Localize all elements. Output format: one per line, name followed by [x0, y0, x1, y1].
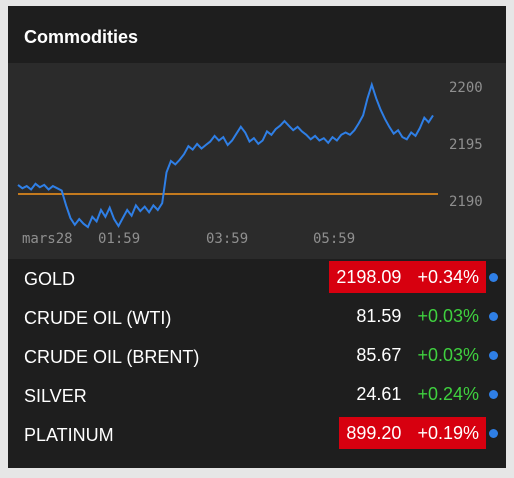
y-axis-ticks: 2190 2195 2200 — [449, 80, 483, 210]
commodity-price: 899.20 — [346, 422, 402, 443]
commodity-change: +0.03% — [417, 305, 479, 326]
quote-list: GOLD 2198.09 +0.34% CRUDE OIL (WTI) 81.5… — [8, 259, 506, 454]
price-series-line — [17, 81, 434, 229]
price-chart[interactable]: mars28 01:59 03:59 05:59 2190 2195 2200 — [8, 63, 506, 259]
commodity-change: +0.34% — [417, 266, 479, 287]
x-axis-ticks: mars28 01:59 03:59 05:59 — [22, 231, 355, 247]
quote-row-silver[interactable]: SILVER 24.61 +0.24% — [8, 376, 506, 415]
quote-row-platinum[interactable]: PLATINUM 899.20 +0.19% — [8, 415, 506, 454]
y-tick-label: 2190 — [449, 194, 483, 210]
x-tick-label: 05:59 — [313, 231, 355, 247]
commodity-name: CRUDE OIL (BRENT) — [24, 347, 200, 367]
quote-row-gold[interactable]: GOLD 2198.09 +0.34% — [8, 259, 506, 298]
status-dot-icon — [489, 273, 498, 282]
status-dot-icon — [489, 312, 498, 321]
y-tick-label: 2195 — [449, 137, 483, 153]
commodity-price: 2198.09 — [336, 266, 402, 287]
quote-box: 85.67 +0.03% — [349, 339, 486, 371]
quote-box: 81.59 +0.03% — [349, 300, 486, 332]
x-tick-label: 01:59 — [98, 231, 140, 247]
commodity-price: 24.61 — [356, 383, 402, 404]
quote-row-crude-oil-wti[interactable]: CRUDE OIL (WTI) 81.59 +0.03% — [8, 298, 506, 337]
commodity-change: +0.03% — [417, 344, 479, 365]
quote-box: 899.20 +0.19% — [339, 417, 486, 449]
widget-title: Commodities — [24, 27, 139, 47]
commodity-name: SILVER — [24, 386, 87, 406]
commodity-change: +0.19% — [417, 422, 479, 443]
quote-row-crude-oil-brent[interactable]: CRUDE OIL (BRENT) 85.67 +0.03% — [8, 337, 506, 376]
commodity-name: CRUDE OIL (WTI) — [24, 308, 172, 328]
status-dot-icon — [489, 351, 498, 360]
status-dot-icon — [489, 390, 498, 399]
price-chart-svg: mars28 01:59 03:59 05:59 2190 2195 2200 — [17, 80, 483, 247]
status-dot-icon — [489, 429, 498, 438]
quote-box: 2198.09 +0.34% — [329, 261, 486, 293]
y-tick-label: 2200 — [449, 80, 483, 96]
commodity-change: +0.24% — [417, 383, 479, 404]
commodity-price: 85.67 — [356, 344, 402, 365]
commodity-price: 81.59 — [356, 305, 402, 326]
x-tick-label: 03:59 — [206, 231, 248, 247]
commodity-name: PLATINUM — [24, 425, 114, 445]
quote-box: 24.61 +0.24% — [349, 378, 486, 410]
widget-header: Commodities — [8, 6, 506, 63]
x-tick-label: mars28 — [22, 231, 73, 247]
commodities-widget: Commodities mars28 01:59 03:59 05:59 2190 21… — [8, 6, 506, 468]
commodity-name: GOLD — [24, 269, 76, 289]
